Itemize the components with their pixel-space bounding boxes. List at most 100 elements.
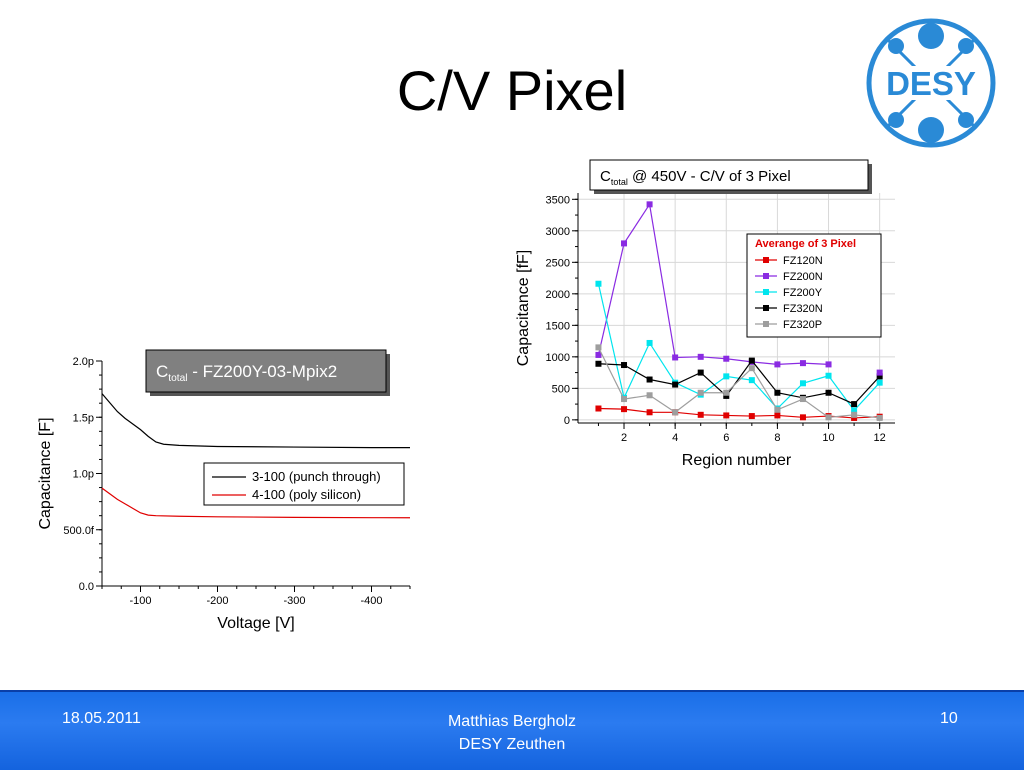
- data-point: [723, 373, 730, 380]
- data-point: [748, 413, 755, 420]
- legend-box: [746, 233, 882, 338]
- y-tick-label: 2000: [546, 289, 570, 301]
- data-point: [723, 389, 730, 396]
- y-tick-label: 3500: [546, 194, 570, 206]
- data-point: [825, 372, 832, 379]
- x-axis-title: Region number: [682, 452, 792, 469]
- legend-swatch-marker: [763, 273, 769, 279]
- y-tick-label: 1.0p: [73, 469, 94, 481]
- data-point: [799, 414, 806, 421]
- data-point: [621, 406, 628, 413]
- y-tick-label: 500.0f: [63, 525, 95, 537]
- series-line: [101, 487, 410, 519]
- x-tick-label: 10: [822, 432, 834, 444]
- data-point: [799, 360, 806, 367]
- legend-swatch-marker: [763, 289, 769, 295]
- x-tick-label: -100: [129, 595, 151, 607]
- title-box: [589, 159, 869, 191]
- footer-institute: DESY Zeuthen: [458, 736, 566, 753]
- title-box: [145, 349, 387, 393]
- data-point: [621, 396, 628, 403]
- x-tick-label: 4: [672, 432, 678, 444]
- data-point: [748, 365, 755, 372]
- data-point: [723, 392, 730, 399]
- footer-date: 18.05.2011: [62, 710, 141, 727]
- data-point: [774, 361, 781, 368]
- data-point: [595, 405, 602, 412]
- data-point: [774, 406, 781, 413]
- data-point: [697, 353, 704, 360]
- footer-page-number: 10: [940, 710, 958, 727]
- y-tick-label: 0: [564, 415, 570, 427]
- data-point: [851, 411, 858, 418]
- series-line: [101, 393, 410, 449]
- data-point: [595, 360, 602, 367]
- legend-label: 4-100 (poly silicon): [252, 487, 361, 502]
- legend-label: 3-100 (punch through): [252, 469, 381, 484]
- data-point: [646, 376, 653, 383]
- data-point: [621, 240, 628, 247]
- data-point: [672, 381, 679, 388]
- legend-label: FZ320N: [783, 303, 823, 315]
- y-tick-label: 1500: [546, 320, 570, 332]
- chart-title: Ctotal @ 450V - C/V of 3 Pixel: [600, 168, 791, 187]
- x-tick-label: 8: [774, 432, 780, 444]
- x-tick-label: -300: [283, 595, 305, 607]
- data-point: [748, 377, 755, 384]
- x-tick-label: 12: [874, 432, 886, 444]
- cv-region-chart: 0 500 1000 1500 2000 2500 3000 3500 2 4 6 8 10 12 Regi…: [515, 159, 895, 469]
- data-point: [851, 414, 858, 421]
- legend-label: FZ200N: [783, 271, 823, 283]
- data-point: [748, 357, 755, 364]
- legend-swatch-marker: [763, 305, 769, 311]
- data-point: [723, 412, 730, 419]
- data-point: [595, 351, 602, 358]
- x-tick-label: -200: [206, 595, 228, 607]
- legend-label: FZ120N: [783, 255, 823, 267]
- legend-box: [203, 462, 405, 506]
- data-point: [876, 373, 883, 380]
- series-line: [597, 202, 829, 365]
- data-point: [646, 201, 653, 208]
- data-point: [825, 361, 832, 368]
- y-tick-label: 1000: [546, 352, 570, 364]
- data-point: [646, 409, 653, 416]
- y-tick-label: 0.0: [79, 581, 94, 593]
- data-point: [825, 389, 832, 396]
- data-point: [646, 392, 653, 399]
- footer-author-block: Matthias Bergholz DESY Zeuthen: [362, 710, 662, 756]
- data-point: [851, 401, 858, 408]
- data-point: [621, 362, 628, 369]
- data-point: [774, 389, 781, 396]
- data-point: [825, 414, 832, 421]
- chart-title: Ctotal - FZ200Y-03-Mpix2: [156, 362, 337, 384]
- legend-label: FZ320P: [783, 319, 822, 331]
- data-point: [672, 354, 679, 361]
- x-tick-label: -400: [360, 595, 382, 607]
- data-point: [595, 344, 602, 351]
- y-axis-title: Capacitance [F]: [37, 417, 54, 529]
- data-point: [799, 396, 806, 403]
- y-axis-title: Capacitance [fF]: [515, 250, 532, 367]
- data-point: [595, 280, 602, 287]
- data-point: [876, 414, 883, 421]
- x-tick-label: 6: [723, 432, 729, 444]
- footer-bar: 18.05.2011 Matthias Bergholz DESY Zeuthe…: [0, 690, 1024, 770]
- data-point: [851, 407, 858, 414]
- y-tick-label: 2.0p: [73, 356, 94, 368]
- legend-title: Averange of 3 Pixel: [755, 238, 856, 250]
- desy-logo: DESY: [866, 18, 996, 148]
- series-line: [598, 359, 881, 405]
- data-point: [672, 409, 679, 416]
- data-point: [697, 369, 704, 376]
- x-axis-title: Voltage [V]: [217, 615, 294, 632]
- data-point: [876, 369, 883, 376]
- slide-title: C/V Pixel: [396, 59, 628, 122]
- data-point: [876, 379, 883, 386]
- x-tick-label: 2: [621, 432, 627, 444]
- legend-swatch-marker: [763, 321, 769, 327]
- data-point: [774, 412, 781, 419]
- data-point: [697, 389, 704, 396]
- series-line: [597, 347, 880, 419]
- data-point: [646, 339, 653, 346]
